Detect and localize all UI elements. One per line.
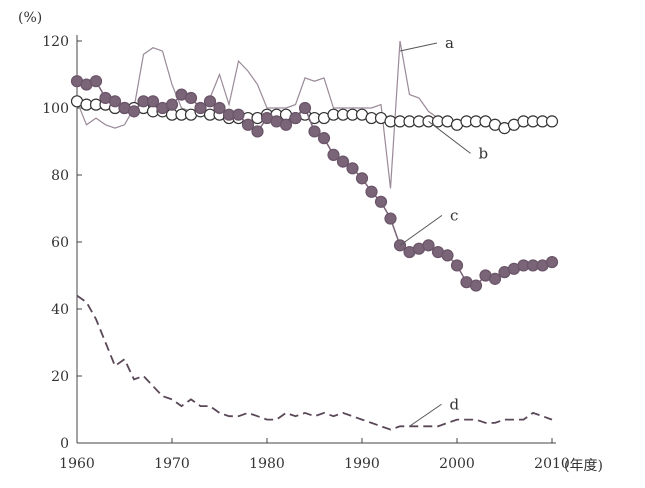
series-c-point — [308, 125, 321, 138]
series-c-point — [441, 249, 454, 262]
plot-area — [70, 40, 559, 431]
series-c-point — [545, 256, 559, 269]
annotation-leader-d — [409, 403, 442, 427]
x-axis-label: (年度) — [564, 458, 603, 474]
series-d-line — [76, 294, 553, 431]
series-c-point — [450, 259, 464, 272]
y-tick-label: 40 — [51, 302, 69, 318]
x-tick-label: 1970 — [154, 456, 190, 472]
annotation-label-c: c — [450, 206, 458, 224]
annotation-leader-c — [399, 214, 443, 246]
annotation-leader-a — [399, 42, 438, 52]
series-c-point — [194, 101, 207, 115]
series-c-point — [365, 185, 378, 198]
series-d — [76, 294, 553, 431]
series-c-point — [108, 95, 122, 108]
series-c-point — [384, 212, 397, 225]
series-b-point — [545, 115, 559, 128]
x-tick-label: 2000 — [439, 456, 475, 472]
series-c-point — [317, 132, 331, 145]
annotation-leader-b — [428, 121, 471, 154]
annotations: a b c d — [399, 34, 489, 427]
annotation-label-d: d — [450, 395, 460, 413]
x-tick-label: 2010 — [534, 456, 570, 472]
y-axis-label: (%) — [18, 10, 42, 26]
y-tick-label: 120 — [42, 34, 69, 50]
series-c-point — [146, 95, 160, 108]
series-c-point — [184, 91, 198, 105]
y-tick-label: 20 — [51, 369, 69, 385]
series-c-point — [279, 118, 293, 131]
y-tick-label: 80 — [51, 168, 69, 184]
annotation-label-b: b — [479, 144, 489, 162]
y-tick-label: 100 — [42, 101, 69, 117]
x-tick-label: 1990 — [344, 456, 380, 472]
y-tick-label: 0 — [60, 436, 69, 452]
series-c-point — [327, 148, 340, 161]
y-tick-label: 60 — [51, 235, 69, 251]
series-c-point — [127, 105, 141, 118]
series-c-point — [422, 239, 435, 252]
series-c-point — [289, 111, 302, 125]
series-c-point — [488, 272, 502, 285]
x-tick-label: 1960 — [59, 456, 95, 472]
series-c-point — [213, 101, 226, 115]
series-c-point — [251, 125, 264, 138]
series-c-point — [355, 172, 369, 185]
series-c-point — [374, 195, 388, 208]
axes: 0 20 40 60 80 100 120 1960 1970 1980 1990 2000 2010 — [42, 34, 570, 472]
series-c-point — [203, 95, 217, 108]
series-c-point — [89, 75, 103, 88]
series-c-point — [232, 108, 245, 121]
x-tick-label: 1980 — [249, 456, 285, 472]
annotation-label-a: a — [445, 34, 454, 52]
series-c — [70, 75, 559, 292]
series-c-point — [336, 155, 350, 168]
series-c-point — [241, 118, 255, 131]
series-c-point — [298, 101, 312, 115]
series-c-point — [346, 162, 359, 175]
series-c-point — [165, 98, 179, 111]
series-c-point — [469, 279, 483, 292]
